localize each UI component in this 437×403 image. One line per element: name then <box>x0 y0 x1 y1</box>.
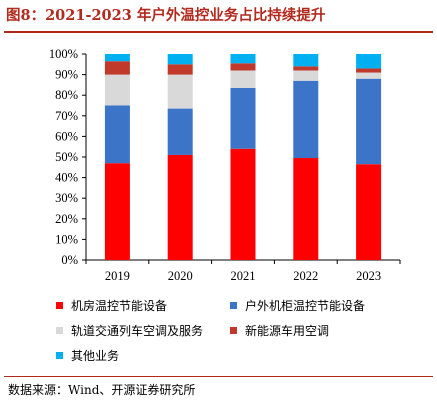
bar-segment <box>356 54 382 69</box>
x-tick-label: 2022 <box>293 269 318 283</box>
y-tick-label: 70% <box>55 109 78 123</box>
y-tick-label: 90% <box>55 68 78 82</box>
bar-segment <box>230 148 256 260</box>
legend-label: 机房温控节能设备 <box>71 298 168 313</box>
legend-swatch <box>56 351 63 359</box>
bar-segment <box>293 80 319 159</box>
bars-group <box>104 54 382 260</box>
bar-segment <box>356 164 382 260</box>
legend-label: 轨道交通列车空调及服务 <box>71 323 204 338</box>
bar-segment <box>293 70 319 81</box>
y-tick-label: 0% <box>61 253 78 267</box>
bar-segment <box>104 61 130 75</box>
y-tick-label: 50% <box>55 150 78 164</box>
bar-segment <box>230 87 256 149</box>
y-tick-label: 20% <box>55 212 78 226</box>
x-tick-label: 2023 <box>356 269 381 283</box>
bar-segment <box>230 63 256 71</box>
legend-swatch <box>230 301 237 309</box>
legend-item: 机房温控节能设备 <box>56 296 167 314</box>
y-tick-label: 80% <box>55 88 78 102</box>
bar-segment <box>293 66 319 71</box>
bar-segment <box>293 158 319 260</box>
y-axis: 0% 10% 20% 30% 40% 50% 60% 70% 80% 90% 100% <box>49 47 87 267</box>
bar-segment <box>104 74 130 106</box>
legend-item: 新能源车用空调 <box>230 321 329 339</box>
bar-segment <box>356 78 382 165</box>
y-tick-label: 60% <box>55 129 78 143</box>
legend-swatch <box>56 326 63 334</box>
y-tick-label: 10% <box>55 232 78 246</box>
legend-item: 户外机柜温控节能设备 <box>230 296 365 314</box>
y-tick-label: 40% <box>55 171 78 185</box>
legend-item: 轨道交通列车空调及服务 <box>56 321 203 339</box>
bar-segment <box>293 54 319 67</box>
bar-segment <box>167 108 193 155</box>
x-tick-label: 2019 <box>105 269 130 283</box>
x-tick-label: 2021 <box>231 269 256 283</box>
bar-segment <box>167 64 193 75</box>
stacked-bar-chart: 0%10%20%30%40%50%60%70%80%90%100% 2019 20… <box>49 47 401 283</box>
bar-segment <box>167 54 193 65</box>
bar-segment <box>104 105 130 164</box>
title-divider <box>4 31 433 33</box>
bar-segment <box>230 54 256 64</box>
y-tick-label: 100% <box>49 47 78 61</box>
bar-segment <box>356 72 382 79</box>
figure-title: 图8：2021-2023 年户外温控业务占比持续提升 <box>6 7 326 24</box>
legend-item: 其他业务 <box>56 346 119 364</box>
legend-label: 其他业务 <box>71 348 120 363</box>
bar-segment <box>356 68 382 73</box>
x-axis: 2019 2020 2021 2022 2023 <box>85 259 401 283</box>
y-tick-label: 30% <box>55 191 78 205</box>
legend-label: 户外机柜温控节能设备 <box>245 298 366 313</box>
bar-segment <box>167 154 193 260</box>
x-tick-label: 2020 <box>168 269 193 283</box>
bar-segment <box>104 163 130 260</box>
source-note: 数据来源：Wind、开源证券研究所 <box>8 383 196 397</box>
legend-swatch <box>56 301 63 309</box>
bar-segment <box>104 54 130 62</box>
source-divider <box>4 376 433 377</box>
legend-swatch <box>230 326 237 334</box>
chart-legend: 机房温控节能设备 户外机柜温控节能设备轨道交通列车空调及服务 新能源车用空调其他业务 <box>52 296 432 371</box>
bar-segment <box>167 74 193 109</box>
bar-segment <box>230 70 256 88</box>
legend-label: 新能源车用空调 <box>245 323 330 338</box>
